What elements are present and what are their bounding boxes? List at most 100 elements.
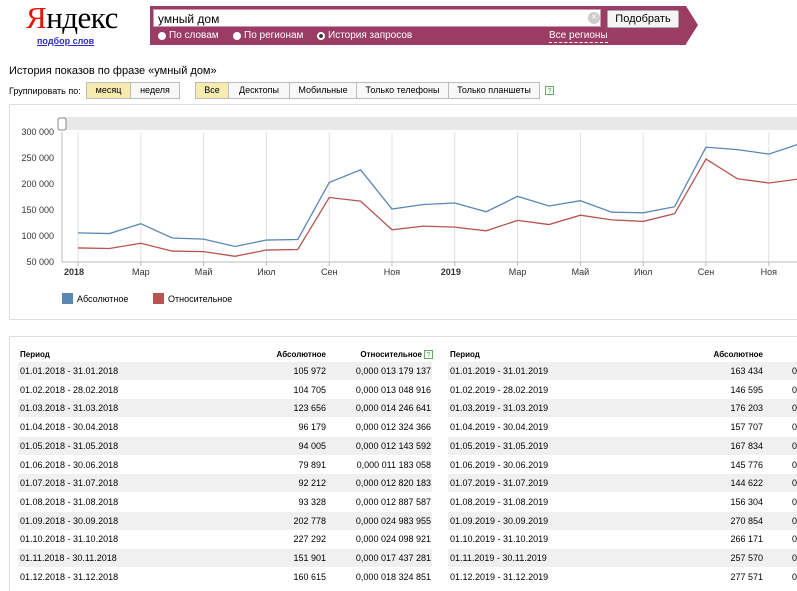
table-cell-relative: 0,000 013 179 137 (355, 366, 431, 376)
table-cell-relative: 0 (792, 534, 797, 545)
table-cell-relative: 0,000 012 887 587 (355, 496, 431, 507)
device-all-button[interactable]: Все (195, 82, 229, 99)
regions-link[interactable]: Все регионы (549, 30, 608, 43)
radio-label: По регионам (244, 30, 304, 41)
table-cell-period: 01.06.2018 - 30.06.2018 (20, 459, 119, 470)
device-mobile-button[interactable]: Мобильные (289, 82, 357, 99)
table-row-bg (448, 362, 797, 380)
table-cell-period: 01.10.2018 - 31.10.2018 (20, 534, 119, 545)
table-cell-period: 01.12.2019 - 31.12.2019 (450, 571, 549, 582)
chart-panel (9, 104, 797, 320)
legend-absolute[interactable]: Абсолютное (62, 293, 128, 304)
table-cell-absolute: 151 901 (293, 553, 326, 563)
table-cell-period: 01.10.2019 - 31.10.2019 (450, 534, 549, 545)
table-cell-absolute: 202 778 (293, 515, 326, 526)
table-row-bg (448, 549, 797, 567)
table-cell-absolute: 227 292 (293, 534, 326, 545)
table-cell-absolute: 146 595 (730, 384, 763, 395)
table-row-bg (18, 436, 432, 455)
column-header-period: Период (450, 350, 480, 359)
table-cell-period: 01.09.2019 - 30.09.2019 (450, 515, 549, 526)
wordstat-link[interactable]: подбор слов (37, 36, 95, 46)
table-cell-period: 01.12.2018 - 31.12.2018 (20, 571, 119, 582)
legend-label: Относительное (168, 293, 233, 304)
grouping-label: Группировать по: (9, 86, 81, 96)
table-cell-relative: 0 (792, 496, 797, 507)
legend-swatch-blue (62, 293, 73, 304)
chart-scroll-handle[interactable] (57, 117, 67, 131)
x-tick-label: Май (572, 267, 590, 277)
search-input[interactable]: умный дом (153, 9, 601, 27)
radio-label: История запросов (328, 30, 413, 41)
table-cell-relative: 0,000 011 183 058 (356, 459, 431, 470)
search-button[interactable]: Подобрать (607, 10, 679, 28)
table-cell-absolute: 167 834 (730, 440, 763, 451)
table-cell-absolute: 104 705 (293, 384, 326, 395)
table-cell-absolute: 144 622 (730, 478, 763, 489)
x-tick-label: 2019 (441, 267, 461, 277)
table-row-bg (18, 399, 432, 418)
table-row-bg (18, 549, 432, 567)
table-cell-absolute: 156 304 (730, 496, 763, 507)
table-cell-absolute: 163 434 (730, 366, 763, 376)
relative-help-icon[interactable]: ? (424, 350, 433, 359)
table-cell-relative: 0 (792, 459, 797, 470)
table-cell-period: 01.08.2018 - 31.08.2018 (20, 496, 119, 507)
radio-dot (233, 31, 241, 40)
x-tick-label: Май (195, 267, 213, 277)
clear-icon[interactable]: × (588, 12, 600, 24)
table-cell-period: 01.03.2019 - 31.03.2019 (450, 403, 549, 414)
series-line-absolute (77, 144, 797, 248)
legend-swatch-red (153, 293, 164, 304)
table-cell-absolute: 266 171 (730, 534, 763, 545)
radio-by-regions[interactable]: По регионам (233, 30, 303, 41)
table-cell-absolute: 105 972 (293, 366, 326, 376)
table-row-bg (448, 436, 797, 455)
table-cell-period: 01.02.2018 - 28.02.2018 (20, 384, 119, 395)
table-cell-relative: 0,000 012 143 592 (355, 440, 431, 451)
table-cell-relative: 0,000 012 324 366 (355, 422, 431, 433)
yandex-logo[interactable]: Яндекс (26, 0, 118, 36)
y-tick-label: 100 000 (21, 231, 54, 241)
radio-label: По словам (169, 30, 219, 41)
table-cell-absolute: 176 203 (730, 403, 763, 414)
radio-history[interactable]: История запросов (317, 30, 412, 41)
page-title: История показов по фразе «умный дом» (9, 65, 217, 77)
table-cell-absolute: 257 570 (730, 553, 763, 563)
table-cell-period: 01.05.2019 - 31.05.2019 (450, 440, 549, 451)
device-tablets-button[interactable]: Только планшеты (448, 82, 540, 99)
data-table (9, 336, 797, 591)
table-cell-absolute: 277 571 (730, 571, 763, 582)
x-tick-label: Июл (634, 267, 652, 277)
table-cell-relative: 0,000 013 048 916 (355, 384, 431, 395)
logo-first-letter: Я (26, 0, 47, 35)
table-cell-period: 01.02.2019 - 28.02.2019 (450, 384, 549, 395)
table-cell-relative: 0,000 012 820 183 (355, 478, 431, 489)
table-cell-relative: 0,000 024 983 955 (355, 515, 431, 526)
table-cell-relative: 0 (792, 515, 797, 526)
table-cell-relative: 0,000 018 324 851 (355, 571, 431, 582)
x-tick-label: Сен (698, 267, 715, 277)
table-row-bg (18, 511, 432, 530)
table-cell-period: 01.08.2019 - 31.08.2019 (450, 496, 549, 507)
group-week-button[interactable]: неделя (130, 82, 180, 99)
x-tick-label: Мар (509, 267, 527, 277)
table-cell-period: 01.01.2018 - 31.01.2018 (20, 366, 119, 376)
table-cell-relative: 0 (792, 403, 797, 414)
table-cell-relative: 0 (792, 478, 797, 489)
legend-label: Абсолютное (77, 293, 129, 304)
table-cell-relative: 0,000 024 098 921 (355, 534, 431, 545)
table-cell-relative: 0 (792, 440, 797, 451)
table-cell-period: 01.03.2018 - 31.03.2018 (20, 403, 119, 414)
chart-scroll-band (62, 117, 797, 130)
table-cell-relative: 0,000 014 246 641 (355, 403, 431, 414)
table-cell-relative: 0 (792, 553, 797, 563)
legend-relative[interactable]: Относительное (153, 293, 232, 304)
table-row-bg (448, 474, 797, 493)
y-tick-label: 50 000 (26, 257, 54, 267)
help-icon[interactable]: ? (545, 86, 554, 95)
table-cell-relative: 0 (792, 366, 797, 376)
radio-by-words[interactable]: По словам (158, 30, 219, 41)
column-header-period: Период (20, 350, 50, 359)
table-row-bg (448, 511, 797, 530)
